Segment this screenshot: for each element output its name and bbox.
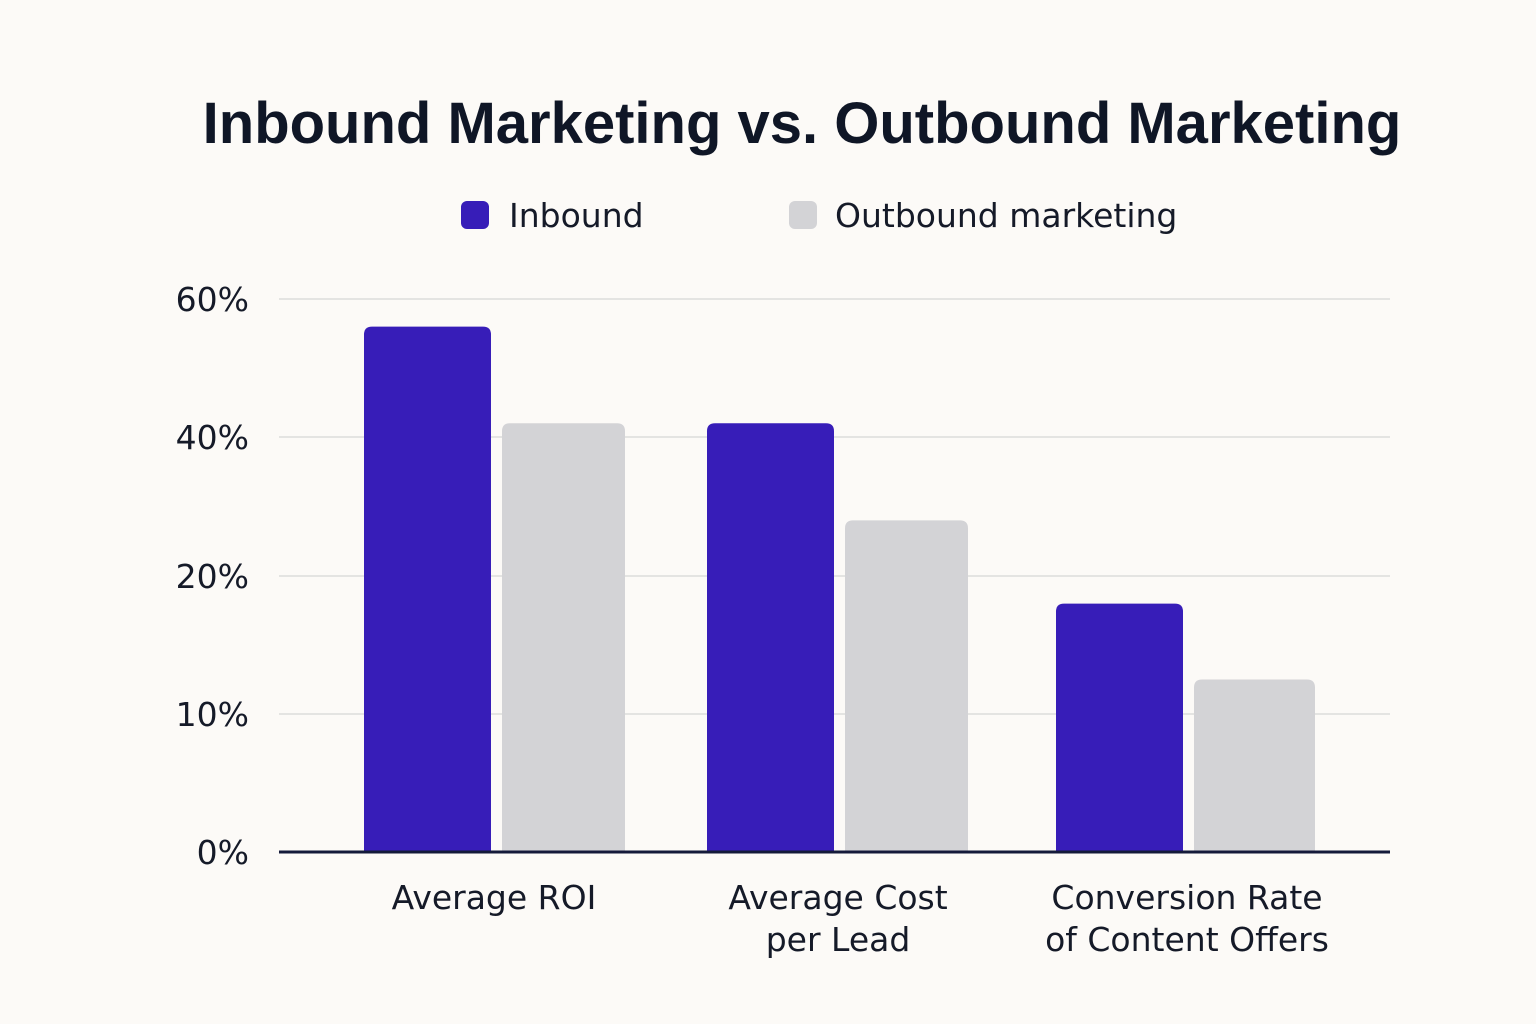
y-axis: 0% 10% 20% 40% 60% (176, 280, 249, 872)
category-label-line: Average Cost (728, 878, 947, 917)
y-tick-label: 0% (197, 833, 249, 872)
category-label-line: per Lead (766, 920, 911, 959)
category-label-line: of Content Offers (1045, 920, 1329, 959)
legend-label: Outbound marketing (835, 196, 1177, 235)
category-label: Conversion Rate of Content Offers (1045, 878, 1329, 959)
x-axis: Average ROI Average Cost per Lead Conversio… (392, 878, 1329, 959)
legend-label: Inbound (509, 196, 644, 235)
outbound-bar (845, 520, 968, 852)
category-label: Average Cost per Lead (728, 878, 947, 959)
chart-title: Inbound Marketing vs. Outbound Marketing (203, 91, 1402, 156)
inbound-bar (707, 423, 834, 852)
y-tick-label: 20% (176, 557, 249, 596)
legend: Inbound Outbound marketing (461, 196, 1177, 235)
outbound-bar (1194, 679, 1315, 852)
category-label-line: Conversion Rate (1051, 878, 1322, 917)
bars (364, 326, 1315, 853)
inbound-bar (1056, 603, 1183, 852)
legend-swatch (461, 201, 489, 229)
category-label-line: Average ROI (392, 878, 597, 917)
outbound-bar (502, 423, 625, 852)
y-tick-label: 60% (176, 280, 249, 319)
y-tick-label: 10% (176, 695, 249, 734)
y-tick-label: 40% (176, 418, 249, 457)
category-label: Average ROI (392, 878, 597, 917)
inbound-bar (364, 326, 491, 853)
legend-swatch (789, 201, 817, 229)
